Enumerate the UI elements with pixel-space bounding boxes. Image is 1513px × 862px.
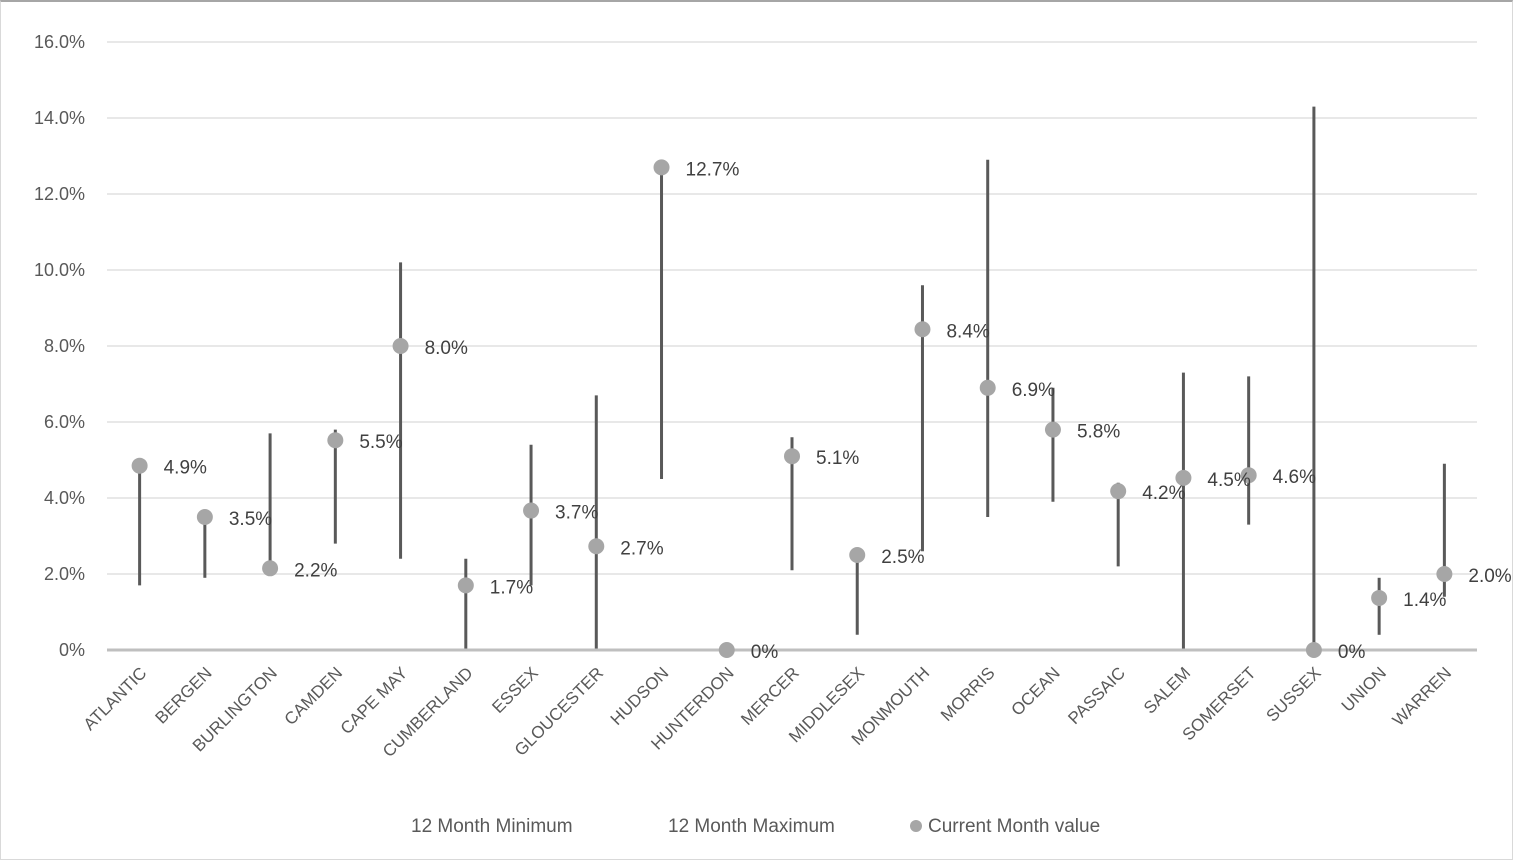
data-label: 4.9%: [164, 458, 207, 479]
category-label: WARREN: [1389, 663, 1455, 729]
category-label: ATLANTIC: [80, 663, 151, 734]
category-label: OCEAN: [1008, 663, 1064, 719]
category-label: BERGEN: [151, 663, 215, 727]
data-label: 3.7%: [555, 503, 598, 524]
y-tick-label: 0%: [59, 640, 85, 660]
current-month-marker: [588, 538, 605, 555]
legend: 12 Month Minimum 12 Month Maximum Curren…: [411, 816, 1100, 837]
current-month-marker: [392, 338, 409, 354]
current-month-marker: [131, 457, 148, 474]
data-label: 0%: [751, 642, 779, 663]
data-label: 12.7%: [686, 159, 740, 180]
data-labels: 4.9% 3.5% 2.2% 5.5% 8.0% 1.7% 3.7% 2.7% 12.7% 0% 5…: [164, 159, 1512, 663]
category-label: CAMDEN: [281, 663, 347, 729]
category-label: MORRIS: [937, 663, 999, 725]
current-month-marker: [1175, 469, 1192, 486]
y-tick-label: 16.0%: [34, 32, 85, 52]
data-label: 4.5%: [1207, 470, 1250, 491]
current-month-marker: [196, 509, 213, 525]
data-label: 5.8%: [1077, 422, 1120, 443]
y-tick-label: 12.0%: [34, 184, 85, 204]
current-month-marker: [653, 159, 670, 176]
data-label: 2.5%: [881, 547, 924, 568]
y-tick-label: 10.0%: [34, 260, 85, 280]
y-tick-label: 4.0%: [44, 488, 85, 508]
y-axis-ticks: 0% 2.0% 4.0% 6.0% 8.0% 10.0% 12.0% 14.0% 16.0%: [34, 32, 85, 660]
data-label: 4.2%: [1142, 483, 1185, 504]
data-label: 2.7%: [620, 538, 663, 559]
category-label: MERCER: [737, 663, 803, 729]
current-month-marker: [327, 432, 344, 449]
current-month-marker: [262, 560, 279, 577]
current-month-marker: [914, 321, 931, 338]
data-label: 2.2%: [294, 560, 337, 581]
current-month-marker: [849, 547, 866, 563]
current-month-marker: [1240, 467, 1257, 484]
y-tick-label: 6.0%: [44, 412, 85, 432]
category-label: SUSSEX: [1263, 663, 1325, 725]
y-tick-label: 8.0%: [44, 336, 85, 356]
current-month-marker: [457, 577, 474, 594]
current-month-marker: [1110, 483, 1127, 500]
category-label: PASSAIC: [1064, 663, 1129, 728]
category-label: HUDSON: [607, 663, 673, 729]
data-label: 1.4%: [1403, 590, 1446, 611]
current-month-marker: [979, 379, 996, 396]
legend-minimum-label: 12 Month Minimum: [411, 816, 573, 837]
data-label: 4.6%: [1273, 467, 1316, 488]
data-label: 0%: [1338, 642, 1366, 663]
legend-current-marker: [910, 820, 922, 832]
data-label: 8.4%: [946, 321, 989, 342]
data-label: 5.5%: [359, 432, 402, 453]
current-month-marker: [1305, 642, 1322, 658]
y-tick-label: 2.0%: [44, 564, 85, 584]
current-month-marker: [784, 448, 800, 465]
current-month-marker: [1436, 566, 1453, 582]
data-label: 8.0%: [425, 338, 468, 359]
current-month-marker: [523, 502, 540, 519]
category-label: UNION: [1338, 663, 1390, 715]
y-tick-label: 14.0%: [34, 108, 85, 128]
current-markers: [131, 159, 1453, 658]
category-label: SALEM: [1140, 663, 1194, 717]
legend-current-label: Current Month value: [928, 816, 1100, 837]
data-label: 2.0%: [1468, 566, 1511, 587]
current-month-marker: [1371, 589, 1388, 606]
data-label: 6.9%: [1012, 380, 1055, 401]
data-label: 3.5%: [229, 509, 272, 530]
current-month-marker: [718, 642, 735, 658]
category-label: ESSEX: [488, 663, 542, 717]
legend-maximum-label: 12 Month Maximum: [668, 816, 835, 837]
data-label: 1.7%: [490, 577, 533, 598]
data-label: 5.1%: [816, 448, 859, 469]
current-month-marker: [1044, 421, 1061, 438]
